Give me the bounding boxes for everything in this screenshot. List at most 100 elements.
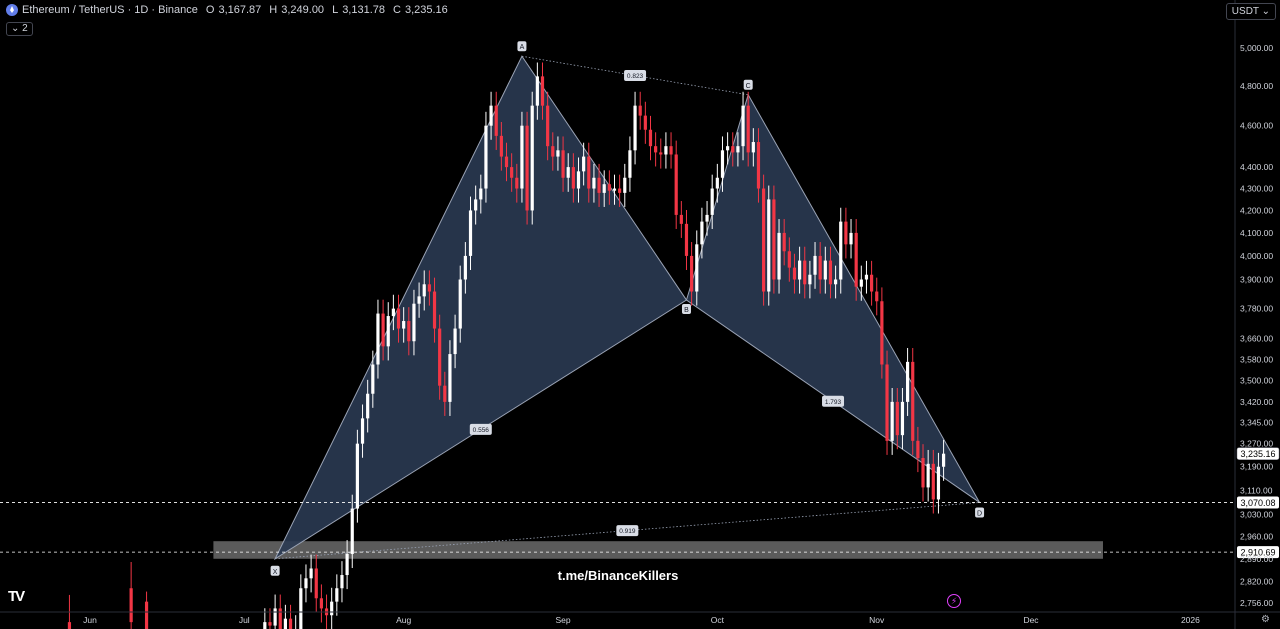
candle-body [792, 267, 797, 280]
candle-body [916, 440, 920, 459]
candle-body [767, 199, 771, 292]
candle-body [489, 105, 493, 126]
candle-body [798, 260, 802, 280]
candle-body [407, 321, 411, 342]
candle-body [674, 154, 678, 215]
symbol-title[interactable]: Ethereum / TetherUS · 1D · Binance [22, 4, 198, 16]
y-tick-label: 5,000.00 [1240, 43, 1273, 53]
candle-body [695, 244, 699, 292]
harmonic-pattern-layer [273, 55, 981, 561]
ratio-tag [624, 70, 647, 82]
pattern-point-c: C [746, 83, 751, 90]
candle-body [875, 291, 879, 302]
candle-body [828, 260, 833, 285]
candle-body [304, 578, 308, 589]
pattern-point-b: B [684, 307, 689, 314]
candle-body [345, 553, 349, 576]
candle-body [448, 354, 452, 402]
open-value: 3,167.87 [218, 4, 262, 16]
candle-body [67, 622, 72, 629]
candle-body [700, 221, 704, 245]
candle-body [607, 184, 611, 191]
y-tick-label: 3,345.00 [1240, 418, 1273, 428]
y-tick-label: 3,900.00 [1240, 275, 1273, 285]
candle-body [905, 361, 910, 402]
candle-body [654, 146, 658, 153]
candle-body [864, 274, 869, 280]
candle-body [422, 284, 426, 297]
candle-body [756, 142, 761, 189]
candle-body [546, 105, 550, 147]
y-tick-label: 3,030.00 [1240, 510, 1273, 520]
high-value: 3,249.00 [281, 4, 325, 16]
candle-body [715, 177, 719, 189]
candle-body [592, 177, 596, 189]
candle-body [366, 393, 370, 419]
x-tick-label: Jun [83, 615, 97, 625]
candle-body [484, 125, 488, 189]
pattern-point-tag [517, 41, 527, 52]
candle-body [355, 443, 359, 509]
tradingview-logo-icon[interactable]: TV [8, 588, 25, 605]
y-tick-label: 3,580.00 [1240, 354, 1273, 364]
y-tick-label: 2,756.00 [1240, 598, 1273, 608]
price-level-label: 2,910.69 [1240, 548, 1275, 558]
candle-body [335, 588, 339, 602]
y-tick-label: 4,100.00 [1240, 228, 1273, 238]
x-tick-label: Oct [711, 615, 725, 625]
candle-body [890, 401, 894, 441]
candle-body [803, 260, 807, 285]
ratio-tag [469, 423, 492, 435]
candle-body [386, 316, 390, 347]
candle-body [741, 105, 745, 147]
ratio-tag [616, 525, 639, 537]
candle-body [911, 361, 915, 441]
settings-gear-icon[interactable]: ⚙ [1261, 614, 1270, 625]
candle-body [278, 608, 282, 629]
candle-body [839, 221, 843, 280]
candle-body [474, 199, 478, 211]
candle-body [458, 279, 462, 329]
candle-body [921, 458, 925, 488]
currency-select[interactable]: USDT ⌄ [1225, 3, 1276, 20]
candle-body [726, 146, 730, 151]
candle-body [432, 291, 437, 329]
indicators-toggle-button[interactable]: ⌄ 2 [6, 22, 33, 36]
candle-body [515, 177, 519, 189]
candle-body [319, 598, 323, 609]
candle-body [612, 188, 617, 191]
watermark-text: t.me/BinanceKillers [557, 568, 679, 583]
candle-body [679, 214, 683, 224]
y-tick-label: 4,400.00 [1240, 162, 1273, 172]
candle-body [648, 129, 653, 147]
candle-body [705, 214, 709, 222]
x-tick-label: Nov [869, 615, 885, 625]
candle-body [895, 401, 899, 436]
y-tick-label: 2,890.00 [1240, 554, 1273, 564]
candle-body [556, 150, 560, 157]
lightning-icon[interactable]: ⚡ [947, 594, 961, 608]
ratio-tag [822, 395, 845, 407]
candle-body [273, 608, 277, 626]
candle-body [751, 142, 755, 153]
last-price-label: 3,235.16 [1240, 449, 1275, 459]
candle-body [618, 188, 622, 193]
candle-body [417, 296, 421, 304]
candle-body [720, 150, 725, 178]
y-tick-label: 2,820.00 [1240, 577, 1273, 587]
last-price-tag [1236, 447, 1280, 460]
y-tick-label: 3,190.00 [1240, 462, 1273, 472]
candle-body [283, 618, 287, 629]
candle-body [504, 156, 509, 168]
candle-body [633, 105, 637, 151]
candle-body [587, 156, 591, 189]
x-tick-label: Jul [239, 615, 250, 625]
candle-body [540, 76, 545, 106]
candle-body [402, 321, 406, 329]
candle-body [684, 223, 689, 256]
candle-body [854, 232, 858, 287]
y-tick-label: 3,780.00 [1240, 304, 1273, 314]
candle-body [309, 568, 313, 579]
